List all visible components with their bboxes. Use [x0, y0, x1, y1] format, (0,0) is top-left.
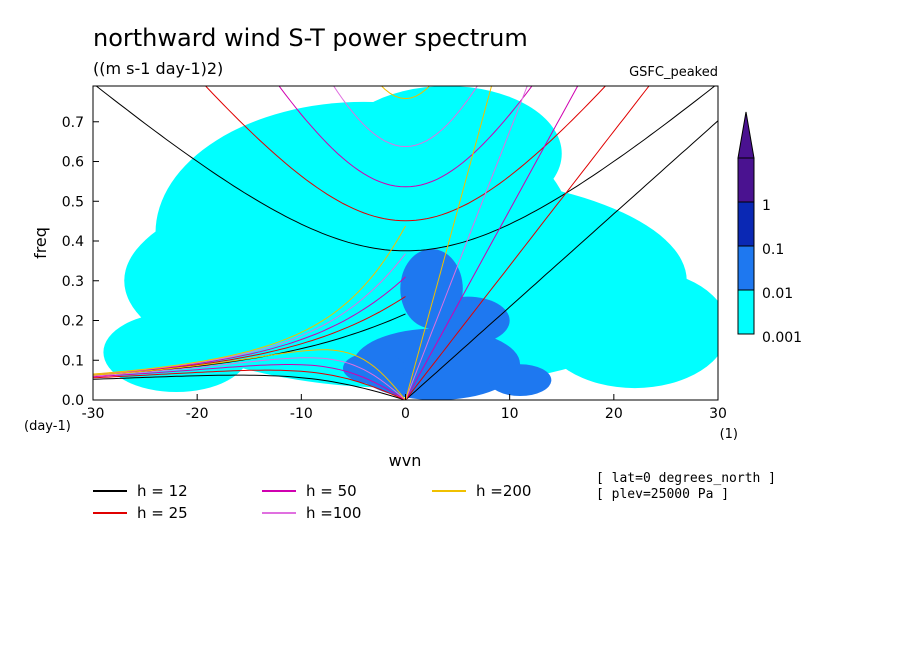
- contour-region-3: [540, 268, 718, 389]
- curve-h12-3: [93, 374, 406, 400]
- curve-h50-0: [405, 86, 579, 400]
- colorbar-extend-arrow: [737, 111, 755, 159]
- y-tick-label-3: 0.3: [62, 274, 84, 290]
- y-axis: 0.0 0.1 0.2 0.3 0.4 0.5 0.6 0.7: [62, 115, 99, 409]
- colorbar: 0.001 0.01 0.1 1: [737, 111, 802, 346]
- y-tick-label-4: 0.4: [62, 234, 84, 250]
- x-tick-label-3: 0: [401, 406, 410, 422]
- x-unit-label: (1): [720, 427, 738, 442]
- curve-h25-3: [93, 369, 406, 400]
- contour-region-4: [103, 312, 250, 393]
- colorbar-swatch-2: [737, 201, 755, 247]
- legend-label-3: h =100: [306, 504, 361, 522]
- curve-h100-3: [93, 357, 406, 400]
- x-tick-label-4: 10: [501, 406, 519, 422]
- colorbar-swatch-3: [737, 157, 755, 203]
- x-tick-label-6: 30: [709, 406, 727, 422]
- y-unit-label: (day-1): [24, 419, 71, 434]
- y-tick-label-6: 0.6: [62, 155, 84, 171]
- curve-h12-0: [405, 120, 718, 400]
- legend: h = 12 h = 25 h = 50 h =100 h =200: [93, 482, 531, 522]
- y-tick-label-1: 0.1: [62, 353, 84, 369]
- contour-region-8: [343, 352, 406, 385]
- contour-region-9: [488, 364, 552, 397]
- legend-label-0: h = 12: [137, 482, 188, 500]
- contour-region-5: [353, 328, 521, 400]
- colorbar-label-2: 0.1: [762, 242, 784, 258]
- x-axis: -30 -20 -10 0 10 20 30: [82, 394, 727, 422]
- legend-label-4: h =200: [476, 482, 531, 500]
- y-axis-label: freq: [31, 227, 50, 259]
- curve-h100-2: [333, 86, 478, 148]
- y-tick-label-2: 0.2: [62, 314, 84, 330]
- x-tick-label-1: -20: [186, 406, 209, 422]
- colorbar-swatch-1: [737, 245, 755, 291]
- curve-h200-0: [405, 86, 493, 400]
- chart-units: ((m s-1 day-1)2): [93, 59, 223, 78]
- x-tick-label-2: -10: [290, 406, 313, 422]
- curve-h100-0: [405, 86, 528, 400]
- annotation-plev: [ plev=25000 Pa ]: [596, 487, 729, 502]
- curve-h200-3: [93, 349, 406, 400]
- annotation-lat: [ lat=0 degrees_north ]: [596, 471, 776, 486]
- chart-title: northward wind S-T power spectrum: [93, 24, 528, 52]
- curve-h200-2: [380, 86, 431, 100]
- colorbar-swatch-0: [737, 289, 755, 335]
- contour-region-7: [426, 296, 510, 345]
- legend-label-1: h = 25: [137, 504, 188, 522]
- curve-h25-2: [204, 86, 607, 222]
- dispersion-curves: [93, 86, 718, 400]
- colorbar-label-1: 0.01: [762, 286, 793, 302]
- colorbar-label-0: 0.001: [762, 330, 802, 346]
- y-tick-label-0: 0.0: [62, 393, 84, 409]
- y-tick-label-7: 0.7: [62, 115, 84, 131]
- dataset-label: GSFC_peaked: [629, 65, 718, 80]
- curve-h25-0: [405, 86, 650, 400]
- curve-h50-3: [93, 364, 406, 400]
- contour-region-2: [332, 86, 562, 222]
- legend-label-2: h = 50: [306, 482, 357, 500]
- x-tick-label-0: -30: [82, 406, 105, 422]
- x-axis-label: wvn: [389, 451, 422, 470]
- x-tick-label-5: 20: [605, 406, 623, 422]
- y-tick-label-5: 0.5: [62, 194, 84, 210]
- colorbar-label-3: 1: [762, 198, 771, 214]
- curve-h200-1: [93, 225, 406, 375]
- curve-h12-2: [95, 86, 716, 252]
- curve-h50-2: [278, 86, 533, 188]
